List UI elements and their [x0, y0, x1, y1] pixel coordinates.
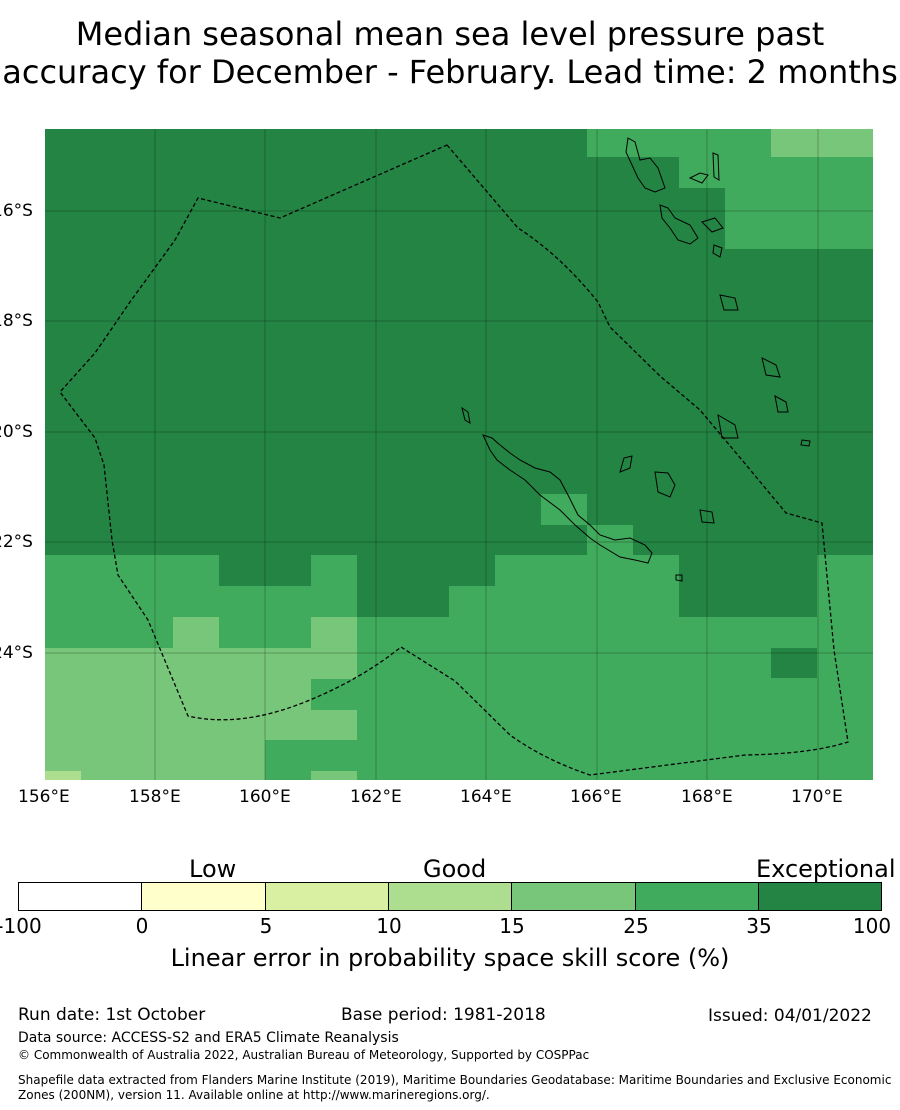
vanuatu-efate-outline	[717, 414, 739, 439]
lat-tick-label: 24°S	[0, 643, 33, 663]
colorbar-tick-label: 10	[376, 914, 402, 938]
colorbar-swatch	[635, 882, 759, 911]
lon-tick-label: 166°E	[570, 787, 622, 807]
lon-tick-label: 170°E	[791, 787, 843, 807]
graticule	[45, 129, 873, 780]
colorbar-tick-label: -100	[0, 914, 42, 938]
base-period: Base period: 1981-2018	[341, 1005, 546, 1025]
colorbar-swatch	[388, 882, 512, 911]
grid-cell-good	[725, 188, 873, 249]
lon-tick-label: 168°E	[681, 787, 733, 807]
grid-cell-moderate	[173, 617, 219, 648]
lat-tick-label: 20°S	[0, 422, 33, 442]
data-source: Data source: ACCESS-S2 and ERA5 Climate …	[18, 1030, 399, 1046]
grid-cell-moderate	[311, 771, 357, 780]
colorbar-category-low: Low	[189, 855, 237, 883]
colorbar-swatch	[18, 882, 142, 911]
colorbar-tick-label: 35	[746, 914, 772, 938]
grid-cell-moderate	[45, 771, 265, 780]
lon-tick-label: 160°E	[239, 787, 291, 807]
eez-boundary	[59, 144, 849, 776]
lat-tick-label: 18°S	[0, 311, 33, 331]
lon-tick-label: 162°E	[350, 787, 402, 807]
grid-cell-moderate	[45, 710, 357, 740]
lat-tick-label: 22°S	[0, 532, 33, 552]
colorbar-tick-label: 5	[259, 914, 273, 938]
lon-tick-label: 156°E	[18, 787, 70, 807]
copyright: © Commonwealth of Australia 2022, Austra…	[18, 1048, 590, 1062]
new-caledonia-outline	[482, 434, 653, 564]
vanuatu-espiritu-outline	[625, 137, 666, 193]
colorbar-swatch	[265, 882, 389, 911]
grid-cell-exceptional	[219, 555, 311, 586]
map-title-line-2: accuracy for December - February. Lead t…	[2, 53, 898, 91]
grid-cell-moderate	[45, 740, 265, 771]
skill-grid	[45, 129, 873, 780]
colorbar-tick-label: 100	[852, 914, 892, 938]
skill-score-map	[0, 120, 900, 820]
colorbar-tick-label: 15	[499, 914, 525, 938]
colorbar-category-exceptional: Exceptional	[756, 855, 896, 883]
grid-cell-moderate	[45, 648, 357, 679]
colorbar-swatch	[758, 882, 882, 911]
grid-cell-fair	[45, 771, 81, 780]
shapefile-credit: Shapefile data extracted from Flanders M…	[18, 1073, 892, 1102]
map-title-line-1: Median seasonal mean sea level pressure …	[75, 15, 825, 53]
grid-cell-exceptional	[357, 586, 449, 617]
issued-date: Issued: 04/01/2022	[708, 1006, 872, 1026]
colorbar-swatch	[141, 882, 266, 911]
run-date: Run date: 1st October	[18, 1005, 206, 1025]
colorbar-swatch	[511, 882, 636, 911]
grid-cell-exceptional	[771, 648, 817, 678]
colorbar-category-good: Good	[423, 855, 487, 883]
coastlines	[461, 137, 811, 582]
grid-cell-moderate	[311, 617, 357, 648]
grid-cell-exceptional	[679, 555, 817, 617]
vanuatu-malekula-outline	[659, 204, 699, 245]
grid-cell-exceptional	[541, 540, 587, 555]
lon-tick-label: 158°E	[129, 787, 181, 807]
colorbar-tick-label: 0	[135, 914, 149, 938]
grid-cell-good	[541, 494, 587, 525]
grid-cell-good	[679, 157, 873, 188]
grid-cell-moderate	[771, 129, 873, 157]
grid-cell-exceptional	[357, 555, 495, 586]
lon-tick-label: 164°E	[460, 787, 512, 807]
lat-tick-label: 16°S	[0, 201, 33, 221]
colorbar	[18, 882, 882, 911]
grid-cell-moderate	[45, 679, 311, 710]
colorbar-axis-label: Linear error in probability space skill …	[170, 944, 730, 972]
colorbar-tick-label: 25	[623, 914, 649, 938]
